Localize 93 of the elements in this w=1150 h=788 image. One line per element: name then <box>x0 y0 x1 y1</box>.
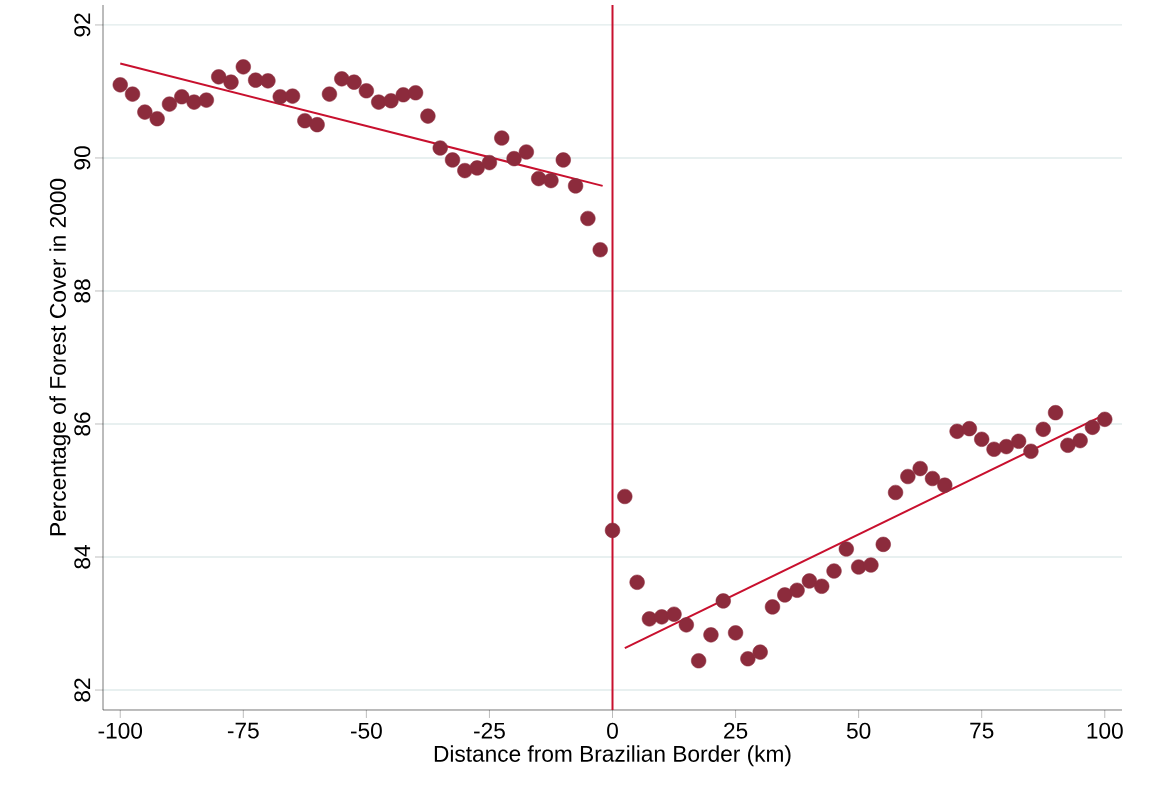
point <box>863 557 879 573</box>
point <box>494 130 510 146</box>
point <box>961 421 977 437</box>
point <box>1060 437 1076 453</box>
point <box>161 96 178 112</box>
y-axis-title: Percentage of Forest Cover in 2000 <box>49 178 71 536</box>
y-tick-label: 82 <box>74 678 91 702</box>
x-tick-label: 0 <box>607 722 618 739</box>
point <box>309 117 325 133</box>
point <box>407 85 424 101</box>
point <box>1035 421 1051 437</box>
point <box>715 593 731 609</box>
y-tick-label: 90 <box>74 146 91 170</box>
point <box>149 111 165 127</box>
point <box>912 460 928 477</box>
point <box>555 152 571 168</box>
point <box>752 644 768 660</box>
point <box>297 113 313 129</box>
point <box>801 573 818 589</box>
point <box>420 108 436 124</box>
point <box>506 151 522 167</box>
x-tick-label: 100 <box>1087 722 1123 739</box>
point <box>567 178 584 194</box>
point <box>949 423 965 439</box>
point <box>580 210 596 227</box>
point <box>1072 433 1088 449</box>
point <box>321 86 338 102</box>
x-axis-title: Distance from Brazilian Border (km) <box>434 745 791 767</box>
point <box>838 541 854 557</box>
point <box>998 439 1014 455</box>
point <box>826 563 842 579</box>
point <box>629 574 645 590</box>
point <box>112 77 128 93</box>
y-tick-label: 88 <box>74 279 91 303</box>
point <box>764 599 781 615</box>
point <box>986 441 1002 457</box>
point <box>1023 443 1039 459</box>
point <box>284 88 301 104</box>
point <box>432 140 448 156</box>
point <box>235 59 251 75</box>
point <box>334 71 350 87</box>
x-tick-label: -100 <box>98 722 143 739</box>
point <box>900 468 916 485</box>
point <box>1047 405 1064 421</box>
y-tick-label: 84 <box>74 545 91 569</box>
point <box>887 484 904 501</box>
point <box>740 651 756 667</box>
point <box>1097 411 1113 427</box>
point <box>371 94 387 110</box>
y-tick-label: 92 <box>74 13 91 37</box>
point <box>444 152 461 168</box>
point <box>124 86 141 102</box>
point <box>198 92 214 108</box>
point <box>260 73 276 89</box>
point <box>777 587 793 603</box>
point <box>654 609 670 625</box>
x-tick-label: -25 <box>474 722 505 739</box>
point <box>1011 433 1027 449</box>
x-tick-label: -50 <box>350 722 382 739</box>
point <box>678 617 694 633</box>
point <box>358 83 374 99</box>
point <box>937 477 953 493</box>
point <box>666 606 682 622</box>
point <box>543 172 559 189</box>
point <box>174 89 190 105</box>
point <box>531 170 547 187</box>
point <box>924 470 941 487</box>
point <box>186 94 202 110</box>
point <box>691 653 707 669</box>
point <box>346 74 362 90</box>
point <box>727 625 744 641</box>
point <box>211 69 227 85</box>
point <box>137 104 153 120</box>
point <box>457 162 473 179</box>
x-tick-label: 50 <box>846 722 871 739</box>
point <box>974 431 990 447</box>
y-tick-label: 86 <box>74 412 91 436</box>
point <box>703 627 719 643</box>
point <box>1084 419 1101 435</box>
x-tick-label: -75 <box>227 722 259 739</box>
point <box>592 242 608 258</box>
x-tick-label: 25 <box>724 722 748 739</box>
point <box>469 160 485 176</box>
point <box>383 93 399 109</box>
point <box>814 578 830 594</box>
point <box>875 536 891 552</box>
point <box>481 155 498 171</box>
point <box>789 582 805 598</box>
point <box>604 522 621 539</box>
point <box>223 74 239 90</box>
x-tick-label: 75 <box>970 722 994 739</box>
point <box>617 488 633 505</box>
point <box>518 144 534 160</box>
